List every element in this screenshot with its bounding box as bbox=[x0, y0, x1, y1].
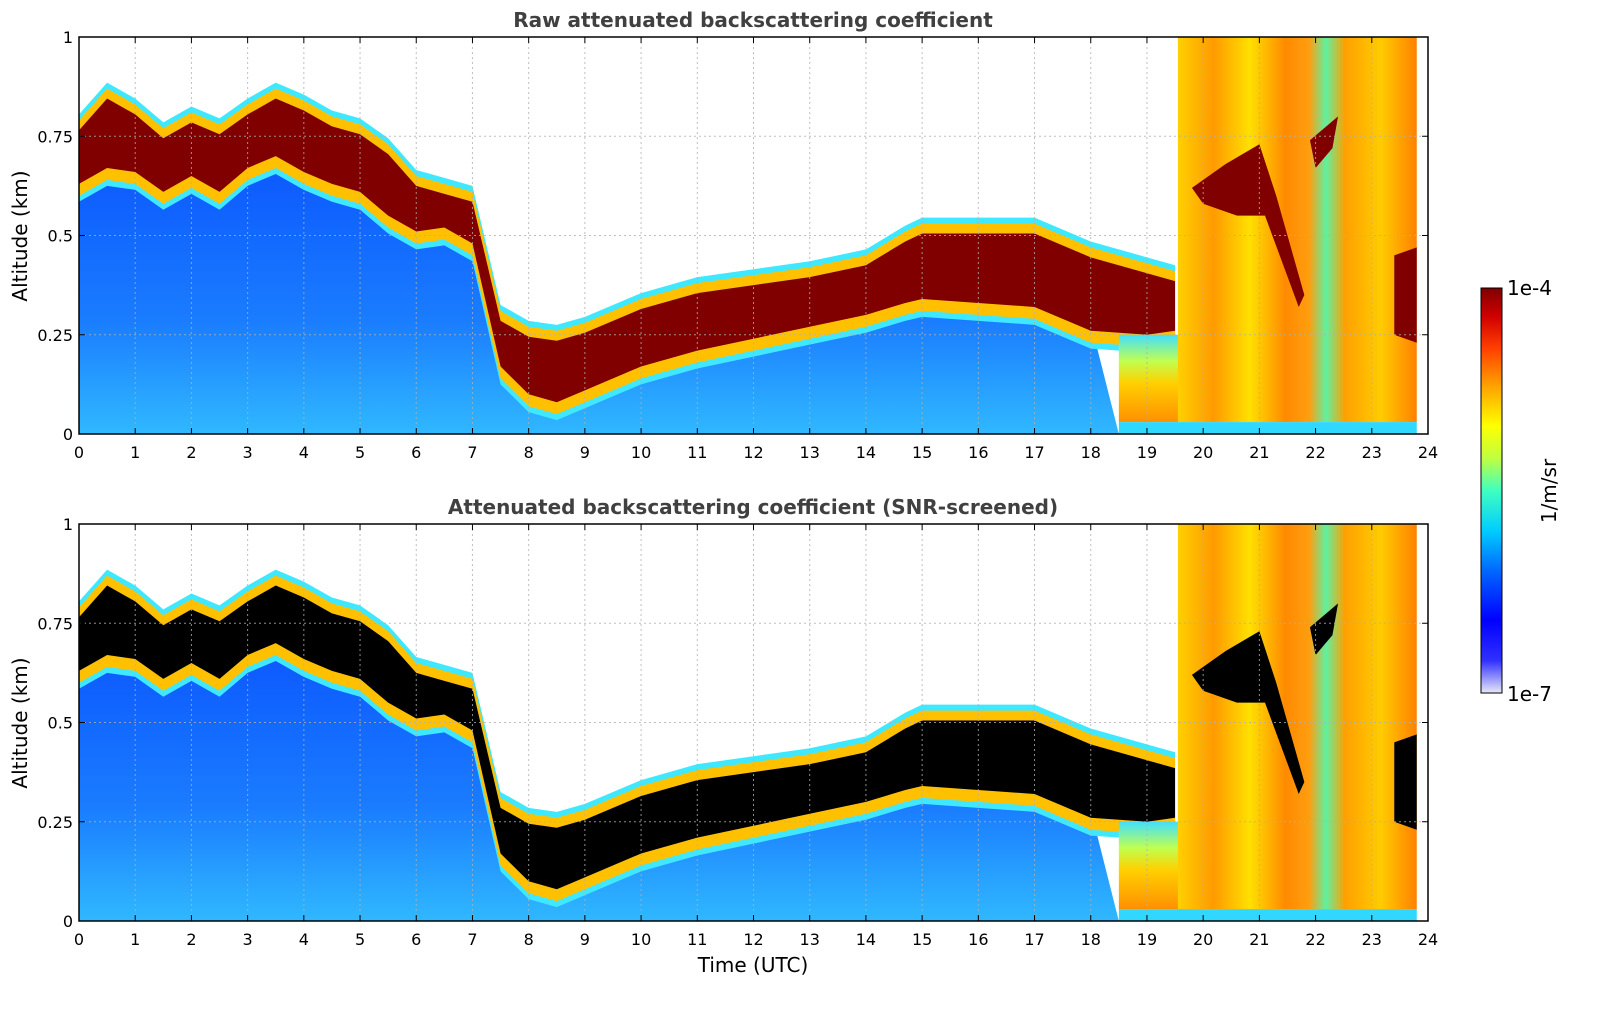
panel1-x-tick-label: 12 bbox=[743, 443, 763, 462]
raw-backscatter-panel: Raw attenuated backscattering coefficien… bbox=[8, 8, 1438, 462]
panel1-x-tick-label: 4 bbox=[299, 443, 309, 462]
panel1-title: Raw attenuated backscattering coefficien… bbox=[513, 8, 993, 32]
panel2-surface-strip bbox=[1118, 909, 1417, 921]
panel1-y-tick-label: 1 bbox=[63, 28, 73, 47]
panel2-title: Attenuated backscattering coefficient (S… bbox=[448, 495, 1058, 519]
panel1-x-tick-label: 23 bbox=[1362, 443, 1382, 462]
panel1-plot-area bbox=[79, 37, 1417, 434]
panel1-x-tick-label: 18 bbox=[1081, 443, 1101, 462]
panel2-x-tick-label: 9 bbox=[580, 930, 590, 949]
panel2-x-tick-label: 5 bbox=[355, 930, 365, 949]
panel1-y-tick-label: 0.75 bbox=[37, 127, 73, 146]
colorbar-max-label: 1e-4 bbox=[1507, 276, 1552, 300]
panel1-y-tick-label: 0 bbox=[63, 425, 73, 444]
panel2-x-tick-label: 15 bbox=[912, 930, 932, 949]
panel1-x-tick-label: 13 bbox=[800, 443, 820, 462]
panel2-y-ticks: 0 0.25 0.5 0.75 1 bbox=[37, 515, 1428, 931]
panel2-x-tick-label: 21 bbox=[1249, 930, 1269, 949]
panel2-y-tick-label: 0.25 bbox=[37, 813, 73, 832]
panel2-x-tick-label: 19 bbox=[1137, 930, 1157, 949]
panel1-surface-strip bbox=[1118, 422, 1417, 434]
panel2-y-tick-label: 0.5 bbox=[48, 714, 73, 733]
panel1-boundary-layer bbox=[79, 148, 1119, 434]
panel2-precip-strong-echo-2 bbox=[1309, 603, 1339, 656]
panel1-x-tick-label: 21 bbox=[1249, 443, 1269, 462]
panel2-precip-strong-echo bbox=[1191, 631, 1305, 794]
snr-screened-panel: Attenuated backscattering coefficient (S… bbox=[8, 495, 1438, 977]
panel1-x-tick-label: 7 bbox=[467, 443, 477, 462]
panel2-ylabel: Altitude (km) bbox=[8, 657, 32, 788]
panel1-precip-block-b bbox=[1177, 37, 1417, 423]
panel2-x-tick-label: 24 bbox=[1418, 930, 1438, 949]
panel1-y-tick-label: 0.5 bbox=[48, 227, 73, 246]
panel2-x-tick-label: 14 bbox=[856, 930, 876, 949]
panel2-x-tick-label: 23 bbox=[1362, 930, 1382, 949]
panel1-x-tick-label: 3 bbox=[243, 443, 253, 462]
panel2-x-tick-label: 22 bbox=[1305, 930, 1325, 949]
colorbar-gradient bbox=[1480, 287, 1503, 694]
panel2-x-tick-label: 8 bbox=[524, 930, 534, 949]
panel1-x-tick-label: 5 bbox=[355, 443, 365, 462]
panel2-boundary-layer bbox=[79, 635, 1119, 921]
panel1-x-tick-label: 0 bbox=[74, 443, 84, 462]
panel2-x-tick-label: 6 bbox=[411, 930, 421, 949]
panel2-x-tick-label: 18 bbox=[1081, 930, 1101, 949]
panel1-x-tick-label: 24 bbox=[1418, 443, 1438, 462]
panel2-x-tick-label: 17 bbox=[1024, 930, 1044, 949]
panel2-y-tick-label: 0.75 bbox=[37, 614, 73, 633]
panel1-x-tick-label: 19 bbox=[1137, 443, 1157, 462]
panel1-x-tick-label: 1 bbox=[130, 443, 140, 462]
panel2-precip-block-a bbox=[1118, 821, 1181, 910]
colorbar-label: 1/m/sr bbox=[1537, 458, 1561, 523]
colorbar: 1e-4 1e-7 1/m/sr bbox=[1480, 276, 1561, 706]
panel2-x-tick-label: 4 bbox=[299, 930, 309, 949]
panel2-x-tick-label: 20 bbox=[1193, 930, 1213, 949]
panel2-strong-layer bbox=[79, 585, 1176, 890]
panel2-x-tick-label: 16 bbox=[968, 930, 988, 949]
panel2-x-tick-label: 10 bbox=[631, 930, 651, 949]
panel1-precip-strong-echo-2 bbox=[1309, 116, 1339, 169]
panel2-xlabel: Time (UTC) bbox=[697, 953, 809, 977]
panel1-x-ticks: 0 1 2 3 4 5 6 7 8 9 10 11 12 13 14 15 16 17 18 19 20 21 22 23 24 bbox=[74, 37, 1438, 462]
panel2-grid bbox=[78, 523, 1429, 922]
panel1-strong-layer bbox=[79, 98, 1176, 403]
panel2-x-tick-label: 11 bbox=[687, 930, 707, 949]
panel2-x-tick-label: 7 bbox=[467, 930, 477, 949]
panel1-x-tick-label: 10 bbox=[631, 443, 651, 462]
panel2-x-ticks: 0 1 2 3 4 5 6 7 8 9 10 11 12 13 14 15 16 17 18 19 20 21 22 23 24 bbox=[74, 524, 1438, 949]
panel1-y-ticks: 0 0.25 0.5 0.75 1 bbox=[37, 28, 1428, 444]
panel2-precip-block-b bbox=[1177, 524, 1417, 910]
panel2-x-tick-label: 2 bbox=[186, 930, 196, 949]
panel1-x-tick-label: 6 bbox=[411, 443, 421, 462]
panel1-y-tick-label: 0.25 bbox=[37, 326, 73, 345]
panel2-x-tick-label: 1 bbox=[130, 930, 140, 949]
panel1-x-tick-label: 14 bbox=[856, 443, 876, 462]
panel1-x-tick-label: 17 bbox=[1024, 443, 1044, 462]
panel1-ylabel: Altitude (km) bbox=[8, 170, 32, 301]
panel2-plot-area bbox=[79, 524, 1417, 921]
panel1-precip-block-a bbox=[1118, 334, 1181, 423]
panel2-y-tick-label: 0 bbox=[63, 912, 73, 931]
panel2-x-tick-label: 3 bbox=[243, 930, 253, 949]
panel1-x-tick-label: 9 bbox=[580, 443, 590, 462]
panel1-x-tick-label: 2 bbox=[186, 443, 196, 462]
panel1-x-tick-label: 11 bbox=[687, 443, 707, 462]
panel2-x-tick-label: 13 bbox=[800, 930, 820, 949]
panel2-x-tick-label: 0 bbox=[74, 930, 84, 949]
panel1-x-tick-label: 15 bbox=[912, 443, 932, 462]
panel1-grid bbox=[78, 36, 1429, 435]
panel1-x-tick-label: 8 bbox=[524, 443, 534, 462]
colorbar-min-label: 1e-7 bbox=[1507, 682, 1552, 706]
panel1-precip-strong-echo-3 bbox=[1394, 247, 1417, 343]
panel1-precip-strong-echo bbox=[1191, 144, 1305, 307]
panel1-x-tick-label: 16 bbox=[968, 443, 988, 462]
panel2-precip-strong-echo-3 bbox=[1394, 734, 1417, 830]
panel1-x-tick-label: 20 bbox=[1193, 443, 1213, 462]
panel1-x-tick-label: 22 bbox=[1305, 443, 1325, 462]
panel2-x-tick-label: 12 bbox=[743, 930, 763, 949]
panel2-y-tick-label: 1 bbox=[63, 515, 73, 534]
